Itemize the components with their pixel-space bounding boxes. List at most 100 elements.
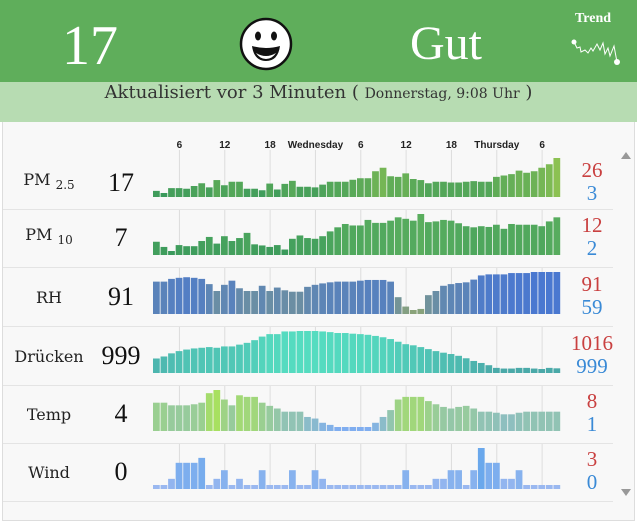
chart-bar <box>168 405 175 431</box>
max-value: 3 <box>586 447 598 471</box>
chart-bar <box>198 183 206 197</box>
chart-bar <box>485 181 493 197</box>
chart-bar <box>183 188 190 197</box>
chart-bar <box>432 221 440 255</box>
trend-sparkline-icon <box>571 39 620 65</box>
chart-bar <box>341 181 349 197</box>
scroll-up-arrow-icon[interactable] <box>619 146 633 159</box>
chart-bar <box>470 181 478 197</box>
chart-bar <box>311 418 319 431</box>
chart-bar <box>326 424 334 431</box>
chart-bar <box>440 406 447 431</box>
chart-bar <box>221 470 228 489</box>
chart-bar <box>311 284 319 314</box>
sensor-row-rh: RH 91 91 59 <box>3 268 613 327</box>
chart-bar <box>243 485 251 489</box>
chart-bar <box>364 334 372 373</box>
chart-bar <box>432 404 440 431</box>
scroll-down-arrow-icon[interactable] <box>619 484 633 496</box>
chart-bar <box>417 347 425 373</box>
min-value: 0 <box>586 470 598 494</box>
chart-bar <box>477 181 485 197</box>
chart-bar <box>553 485 561 489</box>
chart-bar <box>545 164 553 197</box>
chart-bar <box>296 186 304 197</box>
chart-bar <box>334 281 342 314</box>
chart-bar <box>523 273 530 314</box>
current-value: 4 <box>114 399 128 428</box>
chart-bar <box>425 222 432 255</box>
history-chart <box>153 386 561 431</box>
history-chart <box>153 268 561 314</box>
chart-bar <box>485 226 493 255</box>
chart-bar <box>515 367 523 373</box>
chart-bar <box>515 170 523 197</box>
trend-button[interactable]: Trend <box>568 8 630 72</box>
chart-bar <box>409 396 417 431</box>
sensor-label: Wind <box>3 463 95 482</box>
chart-bar <box>251 244 258 255</box>
chart-bar <box>477 448 485 489</box>
chart-bar <box>530 368 538 373</box>
chart-bar <box>432 351 440 373</box>
chart-bar <box>493 412 500 431</box>
chart-bar <box>417 308 425 314</box>
chart-bar <box>326 181 334 197</box>
chart-bar <box>357 485 364 489</box>
sensor-label-text: PM <box>23 170 51 189</box>
chart-bar <box>379 222 387 255</box>
chart-bar <box>243 232 251 255</box>
chart-bar <box>258 336 266 373</box>
chart-bar <box>341 485 349 489</box>
chart-bar <box>190 246 198 255</box>
chart-bar <box>440 285 447 314</box>
chart-bar <box>409 345 417 373</box>
chart-bar <box>523 172 530 197</box>
chart-bar <box>409 485 417 489</box>
chart-bar <box>198 457 206 489</box>
chart-bar <box>175 351 183 373</box>
max-value: 26 <box>581 158 603 182</box>
chart-bar <box>236 181 243 197</box>
chart-bar <box>530 272 538 314</box>
chart-bar <box>477 362 485 373</box>
max-value: 12 <box>581 213 603 237</box>
chart-bar <box>500 228 508 255</box>
chart-bar <box>273 287 281 314</box>
current-value: 0 <box>114 457 128 486</box>
chart-bar <box>304 186 311 197</box>
chart-bar <box>379 167 387 197</box>
chart-bar <box>394 341 402 373</box>
chart-bar <box>500 478 508 489</box>
chart-bar <box>190 277 198 314</box>
chart-bar <box>160 356 168 373</box>
chart-bar <box>523 224 530 255</box>
chart-bar <box>213 347 221 373</box>
chart-bar <box>228 181 236 197</box>
chart-bar <box>319 184 326 197</box>
chart-bar <box>251 340 258 373</box>
chart-bar <box>379 337 387 373</box>
chart-bar <box>198 241 206 255</box>
chart-bar <box>213 243 221 255</box>
chart-bar <box>455 470 462 489</box>
chart-bar <box>387 485 394 489</box>
chart-bar <box>364 178 372 197</box>
chart-bar <box>153 281 160 314</box>
chart-bar <box>364 427 372 431</box>
sensor-label-text: Wind <box>28 463 70 482</box>
chart-bar <box>372 222 379 255</box>
sensor-row-pm10: PM 10 7 12 2 <box>3 210 613 268</box>
chart-bar <box>470 360 478 373</box>
chart-bar <box>296 331 304 373</box>
chart-bar <box>153 402 160 431</box>
chart-bar <box>160 485 168 489</box>
chart-bar <box>538 226 546 255</box>
chart-bar <box>236 395 243 431</box>
chart-bar <box>304 286 311 314</box>
chart-bar <box>349 485 357 489</box>
chart-bar <box>402 306 410 314</box>
min-value: 999 <box>576 353 608 378</box>
chart-bar <box>409 179 417 197</box>
chart-bar <box>236 478 243 489</box>
